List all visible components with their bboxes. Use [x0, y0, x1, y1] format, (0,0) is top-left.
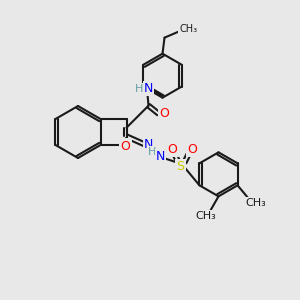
Text: S: S — [176, 160, 184, 173]
Text: N: N — [156, 150, 165, 163]
Text: O: O — [121, 140, 130, 152]
Text: CH₃: CH₃ — [179, 24, 198, 34]
Text: H: H — [135, 84, 144, 94]
Text: N: N — [144, 138, 153, 151]
Text: O: O — [168, 143, 178, 156]
Text: H: H — [148, 147, 157, 157]
Text: O: O — [188, 143, 197, 156]
Text: O: O — [160, 107, 170, 120]
Text: CH₃: CH₃ — [195, 211, 216, 221]
Text: N: N — [144, 82, 153, 95]
Text: CH₃: CH₃ — [245, 198, 266, 208]
